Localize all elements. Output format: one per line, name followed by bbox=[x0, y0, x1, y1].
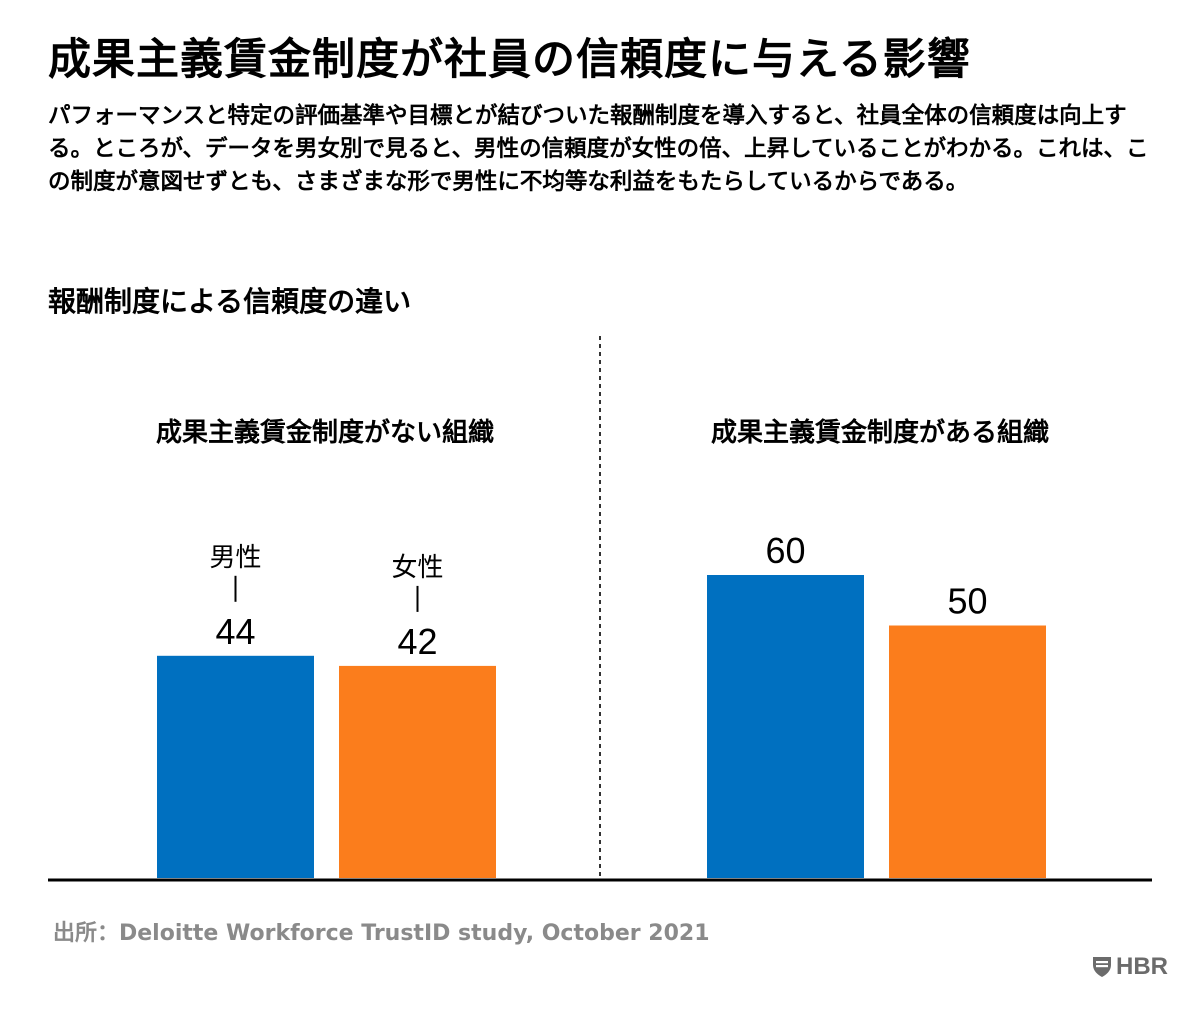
source-note: 出所：Deloitte Workforce TrustID study, Oct… bbox=[53, 921, 710, 946]
bar-male-group-0 bbox=[157, 655, 314, 878]
category-label-1: 成果主義賃金制度がある組織 bbox=[711, 417, 1049, 448]
bar-female-group-1 bbox=[889, 625, 1046, 878]
category-label-0: 成果主義賃金制度がない組織 bbox=[156, 417, 494, 448]
bar-female-group-0 bbox=[339, 665, 496, 878]
section-title: 報酬制度による信頼度の違い bbox=[48, 285, 412, 318]
value-label-female-group-0: 42 bbox=[397, 621, 437, 662]
value-label-male-group-1: 60 bbox=[765, 530, 805, 571]
shield-icon bbox=[1093, 957, 1111, 977]
hbr-logo: HBR bbox=[1092, 952, 1168, 982]
bar-male-group-1 bbox=[707, 575, 864, 878]
chart-description: パフォーマンスと特定の評価基準や目標とが結びついた報酬制度を導入すると、社員全体… bbox=[48, 103, 1149, 195]
legend-label-male: 男性 bbox=[209, 543, 261, 573]
chart-title: 成果主義賃金制度が社員の信頼度に与える影響 bbox=[48, 35, 971, 85]
legend-label-female: 女性 bbox=[391, 553, 443, 583]
value-label-male-group-0: 44 bbox=[215, 611, 255, 652]
value-label-female-group-1: 50 bbox=[947, 581, 987, 622]
logo-text: HBR bbox=[1116, 953, 1168, 980]
